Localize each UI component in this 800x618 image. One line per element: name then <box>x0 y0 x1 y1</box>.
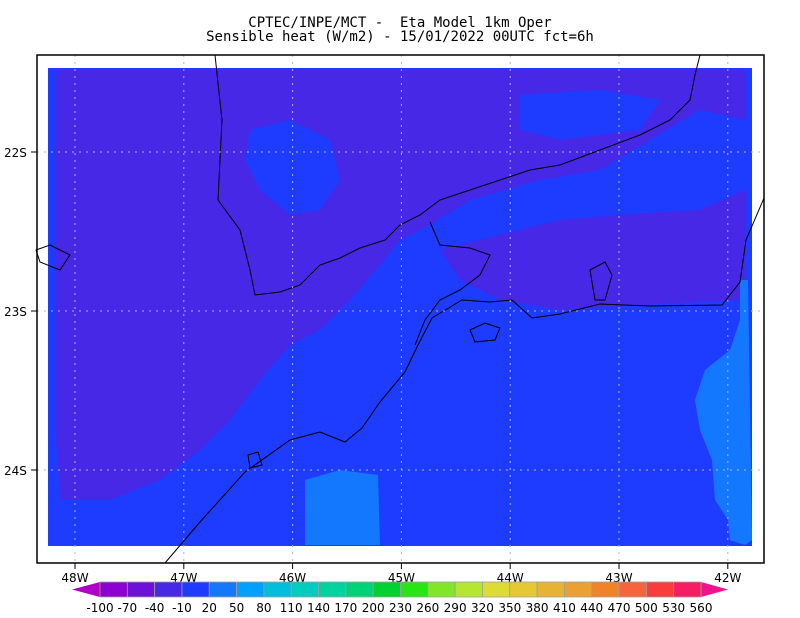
colorbar-label: 470 <box>608 601 631 615</box>
colorbar-label: 500 <box>635 601 658 615</box>
island-2 <box>247 451 263 469</box>
colorbar-label: 260 <box>416 601 439 615</box>
chart-title: CPTEC/INPE/MCT - Eta Model 1km Oper <box>248 15 552 31</box>
colorbar-label: 20 <box>202 601 217 615</box>
colorbar-label: 80 <box>256 601 271 615</box>
colorbar-swatch <box>208 581 237 598</box>
colorbar-swatch <box>154 581 183 598</box>
colorbar-label: 530 <box>662 601 685 615</box>
colorbar-swatch <box>673 581 702 598</box>
colorbar-swatch <box>345 581 374 598</box>
lon-tick-label: 42W <box>714 571 741 585</box>
colorbar-swatch <box>454 581 483 598</box>
colorbar-label: 230 <box>389 601 412 615</box>
colorbar-below-triangle <box>72 582 100 597</box>
field-layer <box>48 68 752 546</box>
field-mid-patch-2 <box>520 90 660 140</box>
axis-ticks: 48W 47W 46W 45W 44W 43W 42W 22S 23S 24S <box>4 146 741 585</box>
colorbar-swatch <box>591 581 620 598</box>
colorbar-label: 440 <box>580 601 603 615</box>
lat-tick-label: 22S <box>4 146 27 160</box>
colorbar-label: 170 <box>334 601 357 615</box>
colorbar-swatch <box>263 581 292 598</box>
colorbar-label: 560 <box>690 601 713 615</box>
colorbar-label: 320 <box>471 601 494 615</box>
colorbar-swatch <box>536 581 565 598</box>
graticule <box>37 55 764 563</box>
colorbar-label: -10 <box>172 601 192 615</box>
lat-tick-label: 23S <box>4 305 27 319</box>
field-high-region <box>305 470 380 545</box>
colorbar-label: -70 <box>118 601 138 615</box>
lat-tick-label: 24S <box>4 464 27 478</box>
colorbar-label: 110 <box>280 601 303 615</box>
lon-tick-label: 47W <box>170 571 197 585</box>
colorbar: -100 -70 -40 -10 20 50 80 110 140 170 200 230 260 290… <box>72 581 728 615</box>
colorbar-swatch <box>236 581 265 598</box>
colorbar-swatch <box>427 581 456 598</box>
colorbar-swatch <box>181 581 210 598</box>
colorbar-label: -40 <box>145 601 165 615</box>
colorbar-swatch <box>509 581 538 598</box>
state-border-2 <box>414 221 491 346</box>
field-low-region <box>55 70 745 500</box>
colorbar-swatch <box>99 581 128 598</box>
coastline <box>164 197 765 564</box>
lon-tick-label: 46W <box>279 571 306 585</box>
colorbar-swatch <box>564 581 593 598</box>
lon-tick-label: 45W <box>388 571 415 585</box>
lagoon <box>589 261 613 301</box>
chart-subtitle: Sensible heat (W/m2) - 15/01/2022 00UTC … <box>206 29 594 45</box>
lon-tick-label: 48W <box>61 571 88 585</box>
colorbar-label: 410 <box>553 601 576 615</box>
colorbar-label: 200 <box>362 601 385 615</box>
colorbar-swatch <box>126 581 156 598</box>
lon-tick-label: 44W <box>497 571 524 585</box>
colorbar-label: 50 <box>229 601 244 615</box>
island <box>469 322 501 343</box>
field-high-region-2 <box>695 280 752 545</box>
colorbar-swatch <box>318 581 347 598</box>
colorbar-swatch <box>645 581 675 598</box>
colorbar-swatch <box>372 581 401 598</box>
colorbar-label: 290 <box>444 601 467 615</box>
field-low-region-2 <box>440 190 745 310</box>
colorbar-label: 380 <box>526 601 549 615</box>
colorbar-label: 350 <box>498 601 521 615</box>
colorbar-swatch <box>482 581 511 598</box>
colorbar-label: -100 <box>86 601 113 615</box>
coastline-layer <box>35 54 765 564</box>
state-border <box>214 54 701 296</box>
map-frame <box>36 54 765 564</box>
lake <box>35 244 71 271</box>
colorbar-label: 140 <box>307 601 330 615</box>
colorbar-swatch <box>400 581 429 598</box>
colorbar-swatch <box>618 581 647 598</box>
colorbar-swatch <box>290 581 319 598</box>
colorbar-above-triangle <box>701 582 728 597</box>
lon-tick-label: 43W <box>605 571 632 585</box>
